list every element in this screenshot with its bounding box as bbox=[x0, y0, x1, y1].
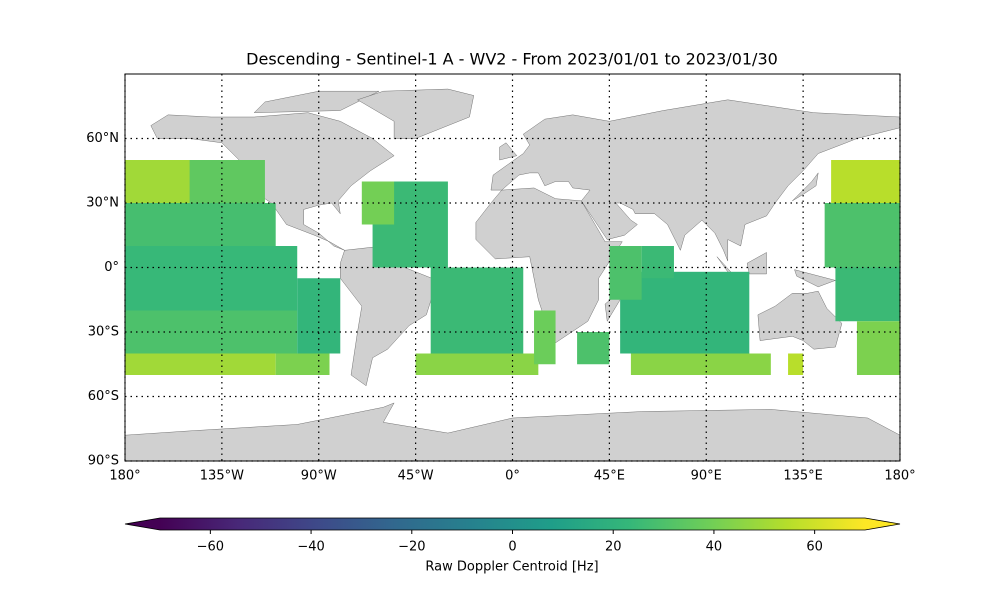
swath-cell bbox=[297, 278, 341, 354]
swath-cell bbox=[856, 321, 900, 375]
swath-cell bbox=[125, 203, 276, 246]
colorbar-tick-label: 60 bbox=[806, 540, 823, 555]
colorbar-tick-label: 40 bbox=[706, 540, 723, 555]
land bbox=[490, 99, 900, 262]
swath-cell bbox=[641, 246, 674, 279]
swath-cell bbox=[430, 267, 524, 354]
x-tick-label: 45°W bbox=[398, 469, 434, 484]
swath-cell bbox=[788, 353, 804, 375]
x-tick-label: 135°E bbox=[783, 469, 823, 484]
map-frame bbox=[124, 73, 901, 462]
swath-cell bbox=[835, 267, 900, 322]
land bbox=[499, 142, 518, 161]
swath-cell bbox=[630, 353, 771, 375]
y-tick-label: 60°S bbox=[88, 389, 119, 404]
y-tick-label: 0° bbox=[104, 260, 119, 275]
x-tick-label: 180° bbox=[109, 469, 140, 484]
land bbox=[757, 290, 843, 350]
land bbox=[340, 245, 438, 387]
y-tick-label: 90°S bbox=[88, 454, 119, 469]
colorbar-tick-label: −60 bbox=[197, 540, 224, 555]
x-tick-label: 0° bbox=[505, 469, 520, 484]
land bbox=[475, 187, 623, 344]
colorbar-tick-label: 0 bbox=[508, 540, 516, 555]
y-tick-label: 60°N bbox=[86, 131, 119, 146]
data-layer bbox=[125, 160, 900, 375]
swath-cell bbox=[189, 160, 265, 203]
colorbar bbox=[160, 518, 865, 530]
x-tick-label: 135°W bbox=[200, 469, 244, 484]
swath-cell bbox=[275, 353, 330, 375]
land bbox=[746, 252, 767, 275]
colorbar-extend-high bbox=[865, 518, 900, 530]
swath-cell bbox=[824, 203, 900, 268]
x-tick-label: 90°W bbox=[301, 469, 337, 484]
colorbar-extend-low bbox=[125, 518, 160, 530]
land bbox=[792, 172, 819, 202]
colorbar-outline bbox=[124, 517, 901, 531]
swath-cell bbox=[831, 160, 900, 203]
map-title: Descending - Sentinel-1 A - WV2 - From 2… bbox=[246, 50, 778, 69]
land bbox=[794, 269, 837, 288]
swath-cell bbox=[577, 332, 610, 365]
swath-cell bbox=[125, 353, 276, 375]
colorbar-label: Raw Doppler Centroid [Hz] bbox=[425, 560, 598, 575]
swath-cell bbox=[125, 246, 298, 311]
y-tick-label: 30°S bbox=[88, 325, 119, 340]
swath-cell bbox=[534, 310, 556, 365]
land bbox=[253, 90, 380, 113]
x-tick-label: 180° bbox=[884, 469, 915, 484]
overlay: 180° 135°W 90°W 45°W 0° 45°E 90°E 135°E 180° 60°N… bbox=[86, 73, 916, 555]
swath-cell bbox=[609, 246, 642, 300]
x-tick-label: 45°E bbox=[594, 469, 625, 484]
colorbar-tick-label: −40 bbox=[297, 540, 324, 555]
swath-cell bbox=[125, 310, 298, 354]
x-tick-label: 90°E bbox=[691, 469, 722, 484]
colorbar-tick-label: 20 bbox=[605, 540, 622, 555]
y-tick-label: 30°N bbox=[86, 196, 119, 211]
colorbar-tick-label: −20 bbox=[398, 540, 425, 555]
swath-cell bbox=[415, 353, 539, 375]
